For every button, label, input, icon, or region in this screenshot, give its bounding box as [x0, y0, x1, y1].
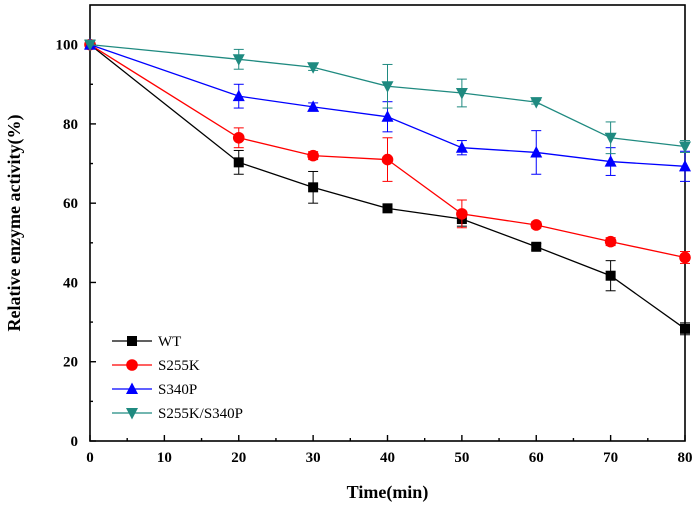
data-point: [455, 87, 468, 100]
legend-marker: [126, 408, 138, 420]
legend-label: S255K: [158, 358, 200, 374]
x-tick-label: 10: [157, 450, 172, 466]
y-axis-title: Relative enzyme activity(%): [4, 115, 25, 332]
data-point: [530, 219, 543, 231]
x-axis-title: Time(min): [347, 482, 429, 503]
data-point: [307, 100, 320, 112]
y-tick-label: 80: [63, 117, 78, 133]
data-point: [604, 235, 617, 248]
legend-item: S255K/S340P: [112, 406, 243, 422]
legend-label: WT: [158, 334, 181, 350]
y-tick-label: 60: [63, 196, 78, 212]
data-point: [84, 39, 96, 52]
x-tick-label: 30: [306, 450, 321, 466]
data-point: [382, 203, 393, 214]
data-point: [530, 145, 543, 158]
y-tick-label: 0: [71, 434, 79, 450]
data-point: [308, 182, 319, 193]
data-point: [679, 159, 691, 172]
data-point: [680, 323, 690, 334]
data-point: [679, 141, 691, 154]
data-point: [604, 132, 617, 145]
data-point: [530, 97, 543, 109]
x-tick-label: 40: [380, 450, 395, 466]
legend-marker: [126, 382, 138, 394]
series-line: [89, 44, 686, 330]
data-point: [531, 241, 542, 252]
x-tick-label: 80: [678, 450, 693, 466]
legend: WT S255K S340P S255K/S340P: [112, 334, 243, 422]
x-tick-label: 70: [603, 450, 618, 466]
series-line: [89, 44, 686, 167]
series-s255k: [84, 38, 691, 264]
data-point: [381, 110, 394, 122]
x-tick-label: 20: [231, 450, 246, 466]
data-point: [307, 149, 319, 162]
x-tick-label: 60: [529, 450, 544, 466]
legend-label: S255K/S340P: [158, 406, 243, 422]
data-point: [381, 153, 394, 166]
x-tick-label: 0: [86, 450, 94, 466]
data-point: [307, 62, 320, 74]
legend-item: S255K: [112, 358, 200, 374]
data-point: [232, 89, 245, 102]
series-line: [89, 43, 686, 148]
y-ticks: 0 20 40 60 80 100: [56, 38, 96, 450]
legend-item: S340P: [112, 382, 197, 398]
legend-item: WT: [112, 334, 181, 350]
data-point: [604, 155, 617, 167]
x-tick-label: 50: [454, 450, 469, 466]
data-point: [232, 54, 245, 66]
y-tick-label: 40: [63, 275, 78, 291]
legend-marker: [126, 359, 138, 371]
data-point: [381, 81, 394, 93]
series-line: [89, 44, 686, 259]
series-layer: [84, 38, 691, 336]
data-point: [455, 141, 468, 153]
legend-label: S340P: [158, 382, 197, 398]
y-tick-label: 100: [56, 38, 79, 54]
data-point: [456, 208, 468, 220]
data-point: [233, 157, 244, 168]
data-point: [679, 251, 691, 264]
data-point: [605, 270, 616, 281]
series-s255k-s340p: [84, 39, 691, 155]
x-ticks: 0 10 20 30 40 50 60 70 80: [86, 435, 693, 466]
data-point: [232, 131, 245, 144]
y-tick-label: 20: [63, 355, 78, 371]
legend-marker: [127, 336, 137, 346]
